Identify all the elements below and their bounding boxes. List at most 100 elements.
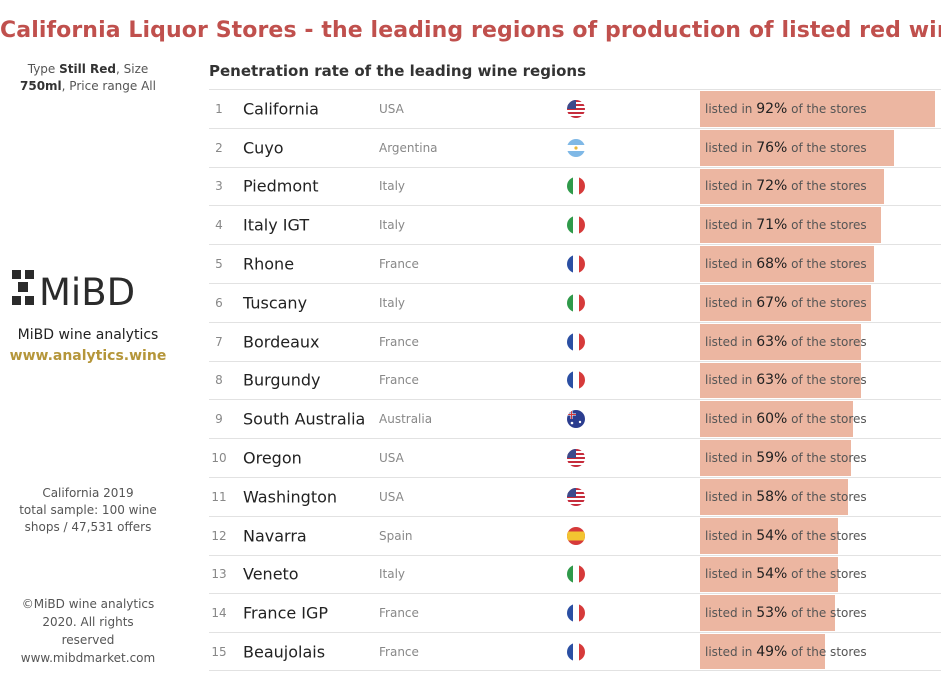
listed-in-text: listed in (705, 295, 753, 310)
table-row: 1 California USA listed in 92% of the store… (209, 89, 941, 128)
of-stores-text: of the stores (791, 489, 867, 504)
table-row: 9 South Australia Australia listed in 60% o… (209, 399, 941, 438)
bar-label: listed in 60% of the stores (705, 411, 867, 427)
region-name: Rhone (243, 254, 295, 274)
listed-in-text: listed in (705, 334, 753, 349)
italy-flag-icon (567, 216, 585, 235)
region-name: Washington (243, 487, 338, 507)
table-row: 4 Italy IGT Italy listed in 71% of the stor… (209, 205, 941, 244)
bar-label: listed in 58% of the stores (705, 489, 867, 505)
region-name: Italy IGT (243, 215, 310, 235)
copyright-line-3: reserved (61, 633, 115, 647)
bar-label: listed in 49% of the stores (705, 644, 867, 660)
table-row: 8 Burgundy France listed in 63% of the stor… (209, 360, 941, 400)
listed-in-text: listed in (705, 489, 753, 504)
of-stores-text: of the stores (791, 373, 867, 388)
copyright-line-2: 2020. All rights (42, 615, 134, 629)
mibd-logo: MiBD (12, 270, 135, 312)
copyright: ©MiBD wine analytics 2020. All rights re… (0, 595, 176, 667)
bar (700, 595, 836, 632)
rank-number: 11 (211, 489, 227, 504)
france-flag-icon (567, 332, 585, 351)
country-name: France (379, 606, 419, 621)
rank-number: 4 (215, 218, 223, 233)
copyright-line-4[interactable]: www.mibdmarket.com (20, 651, 156, 665)
bar (700, 362, 861, 399)
region-name: Bordeaux (243, 332, 320, 352)
bar-label: listed in 67% of the stores (705, 295, 867, 311)
table-row: 15 Beaujolais France listed in 49% of the s… (209, 632, 941, 671)
bar-label: listed in 54% of the stores (705, 566, 867, 582)
bar (700, 517, 838, 554)
bar (700, 246, 874, 282)
italy-flag-icon (567, 177, 585, 196)
us-flag-icon (567, 449, 585, 468)
bar-label: listed in 63% of the stores (705, 334, 867, 350)
bar (700, 91, 935, 127)
country-name: France (379, 644, 419, 659)
table-row: 13 Veneto Italy listed in 54% of the stores (209, 554, 941, 594)
brand-name: MiBD wine analytics (17, 327, 159, 343)
australia-flag-icon (567, 410, 585, 429)
listed-in-text: listed in (705, 179, 753, 194)
rank-number: 10 (211, 451, 227, 466)
chart-subtitle: Penetration rate of the leading wine reg… (209, 62, 586, 80)
penetration-value: 63% (756, 372, 788, 389)
france-flag-icon (567, 371, 585, 390)
bar (700, 634, 826, 669)
bar-label: listed in 59% of the stores (705, 450, 867, 466)
rank-number: 15 (211, 644, 227, 659)
chart-title: California Liquor Stores - the leading r… (0, 18, 941, 43)
listed-in-text: listed in (705, 567, 753, 582)
france-flag-icon (567, 642, 585, 661)
region-name: Tuscany (243, 293, 308, 313)
of-stores-text: of the stores (791, 140, 867, 155)
penetration-value: 68% (756, 256, 788, 273)
spain-flag-icon (567, 526, 585, 545)
bar (700, 323, 861, 360)
bar (700, 478, 849, 515)
penetration-value: 59% (756, 450, 788, 467)
country-name: USA (379, 101, 404, 116)
country-name: France (379, 334, 419, 349)
rank-number: 8 (215, 373, 223, 388)
penetration-value: 92% (756, 100, 788, 117)
of-stores-text: of the stores (791, 451, 867, 466)
argentina-flag-icon (567, 138, 585, 157)
country-name: USA (379, 451, 404, 466)
penetration-value: 72% (756, 178, 788, 195)
country-name: USA (379, 489, 404, 504)
bar-label: listed in 68% of the stores (705, 256, 867, 272)
filter-price: , Price range All (61, 79, 156, 93)
penetration-value: 49% (756, 643, 788, 660)
rank-number: 13 (211, 567, 227, 582)
region-name: Navarra (243, 526, 307, 546)
rank-number: 5 (215, 257, 223, 272)
penetration-value: 58% (756, 488, 788, 505)
of-stores-text: of the stores (791, 101, 867, 116)
listed-in-text: listed in (705, 373, 753, 388)
sample-line-1: California 2019 (42, 486, 134, 500)
rank-number: 1 (215, 101, 223, 116)
brand-url[interactable]: www.analytics.wine (9, 348, 167, 364)
region-name: Cuyo (243, 138, 284, 158)
filter-type-prefix: Type (27, 62, 60, 76)
country-name: Italy (379, 218, 406, 233)
region-name: Veneto (243, 564, 299, 584)
rank-number: 12 (211, 528, 227, 543)
region-name: South Australia (243, 409, 366, 429)
listed-in-text: listed in (705, 101, 753, 116)
bar-label: listed in 92% of the stores (705, 101, 867, 117)
sample-info: California 2019 total sample: 100 wine s… (0, 485, 176, 536)
penetration-value: 76% (756, 139, 788, 156)
bar-label: listed in 63% of the stores (705, 372, 867, 388)
rank-number: 2 (215, 140, 223, 155)
listed-in-text: listed in (705, 218, 753, 233)
listed-in-text: listed in (705, 606, 753, 621)
table-row: 11 Washington USA listed in 58% of the stor… (209, 476, 941, 516)
bar (700, 401, 854, 438)
table-row: 14 France IGP France listed in 53% of the s… (209, 593, 941, 632)
bar (700, 556, 838, 593)
table-row: 2 Cuyo Argentina listed in 76% of the store… (209, 127, 941, 167)
country-name: France (379, 257, 419, 272)
